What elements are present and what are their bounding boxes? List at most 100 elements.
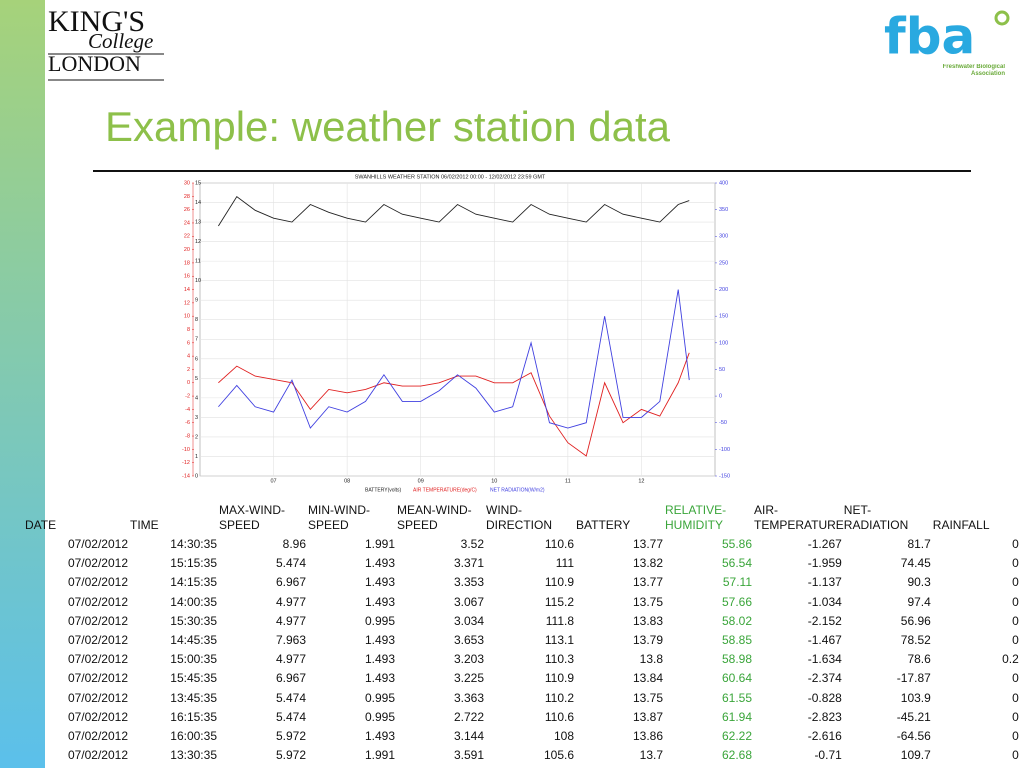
table-cell: 1.493 [364, 728, 395, 743]
column-header: MIN-WIND-SPEED [308, 503, 370, 532]
x-tick-label: 11 [565, 478, 571, 484]
table-cell: 14:00:35 [170, 594, 217, 609]
table-row: 07/02/2012 16:00:35 5.972 1.493 3.144 108 13.8… [25, 727, 1021, 746]
table-cell: 0 [1012, 613, 1019, 628]
table-cell: 07/02/2012 [67, 575, 128, 590]
table-cell: 14:15:35 [170, 575, 217, 590]
y-tick-label: 9 [195, 298, 198, 304]
table-cell: 110.9 [544, 575, 574, 590]
table-cell: 1.493 [364, 633, 395, 648]
table-cell: 78.52 [900, 633, 931, 648]
y2-tick-label: 350 [719, 207, 728, 213]
table-cell: 1.991 [364, 537, 395, 552]
table-cell: -0.71 [814, 748, 842, 763]
table-row: 07/02/2012 16:15:35 5.474 0.995 2.722 110.6 13… [25, 708, 1021, 727]
side-bar [0, 0, 45, 768]
y2-tick-label: 100 [719, 340, 728, 346]
table-cell: 0.995 [364, 709, 395, 724]
y3-tick-label: 0 [187, 380, 190, 386]
fba-logo: fba [884, 8, 975, 66]
table-cell: 3.144 [453, 728, 484, 743]
y3-tick-label: 30 [184, 180, 190, 186]
y-tick-label: 7 [195, 337, 198, 343]
table-cell: -2.823 [807, 709, 842, 724]
y3-tick-label: 8 [187, 327, 190, 333]
y-tick-label: 1 [195, 454, 198, 460]
table-cell: 3.653 [453, 633, 484, 648]
y-tick-label: 3 [195, 415, 198, 421]
y3-tick-label: -6 [185, 420, 190, 426]
table-cell: 1.493 [364, 594, 395, 609]
table-cell: 1.493 [364, 556, 395, 571]
legend-entry: BATTERY(volts) [365, 487, 402, 493]
table-row: 07/02/2012 14:30:35 8.96 1.991 3.52 110.6 13.7… [25, 535, 1021, 554]
table-cell: 15:45:35 [170, 671, 217, 686]
y3-tick-label: -2 [185, 394, 190, 400]
table-cell: 13:30:35 [170, 748, 217, 763]
table-cell: 110.9 [544, 671, 574, 686]
table-cell: 111.8 [545, 613, 574, 628]
table-cell: -2.152 [807, 613, 842, 628]
table-cell: 0 [1012, 728, 1019, 743]
column-header: WIND-DIRECTION [486, 503, 552, 532]
table-cell: 16:00:35 [170, 728, 217, 743]
y3-tick-label: 22 [184, 234, 190, 240]
table-cell: 7.963 [275, 633, 306, 648]
table-cell: 13.86 [632, 728, 663, 743]
table-cell: 56.96 [900, 613, 931, 628]
table-cell: 0 [1012, 748, 1019, 763]
y-tick-label: 4 [195, 395, 198, 401]
table-row: 07/02/2012 15:30:35 4.977 0.995 3.034 111.8 13… [25, 612, 1021, 631]
y3-tick-label: 2 [187, 367, 190, 373]
table-cell: 13.77 [632, 575, 663, 590]
column-header: DATE [25, 518, 57, 532]
table-cell: 115.2 [544, 594, 574, 609]
legend-entry: AIR TEMPERATURE(deg/C) [413, 487, 477, 493]
table-cell: 74.45 [900, 556, 931, 571]
table-cell: -1.467 [807, 633, 842, 648]
fba-subtitle-box: Freshwater Biological Association [943, 64, 1005, 77]
y3-tick-label: 16 [184, 274, 190, 280]
column-header: RAINFALL [932, 518, 990, 532]
y3-tick-label: -4 [185, 407, 190, 413]
table-cell: 16:15:35 [170, 709, 217, 724]
chart-title: SWANHILLS WEATHER STATION 06/02/2012 00:… [355, 174, 546, 180]
table-cell: 0 [1012, 575, 1019, 590]
y3-tick-label: 14 [184, 287, 190, 293]
table-cell: 14:30:35 [170, 537, 217, 552]
column-header: MEAN-WIND-SPEED [397, 503, 472, 532]
table-cell: 07/02/2012 [67, 671, 128, 686]
table-cell: 1.493 [364, 671, 395, 686]
table-cell: 0 [1012, 633, 1019, 648]
column-header: TIME [130, 518, 159, 532]
y-tick-label: 6 [195, 356, 198, 362]
table-cell: 07/02/2012 [67, 537, 128, 552]
y2-tick-label: 50 [719, 367, 725, 373]
table-cell: 3.203 [453, 652, 484, 667]
table-cell: 07/02/2012 [67, 748, 128, 763]
table-cell: 56.54 [721, 556, 752, 571]
table-cell: 13.83 [632, 613, 663, 628]
table-cell: -17.87 [896, 671, 931, 686]
table-cell: 108 [553, 728, 574, 743]
table-cell: 105.6 [543, 748, 574, 763]
table-cell: -2.374 [807, 671, 842, 686]
table-cell: 0.995 [364, 613, 395, 628]
table-cell: 3.225 [453, 671, 484, 686]
table-cell: 15:00:35 [170, 652, 217, 667]
table-cell: 0 [1012, 537, 1019, 552]
header-row: DATE TIME MAX-WIND-SPEED MIN-WIND-SPEED MEAN… [25, 500, 1021, 535]
table-cell: 57.66 [721, 594, 752, 609]
y3-tick-label: -14 [182, 473, 190, 479]
column-header: MAX-WIND-SPEED [219, 503, 285, 532]
table-cell: 62.22 [721, 728, 752, 743]
y-tick-label: 12 [195, 239, 201, 245]
table-cell: 13.8 [639, 652, 663, 667]
table-cell: 07/02/2012 [67, 709, 128, 724]
table-cell: -1.137 [807, 575, 842, 590]
y2-tick-label: 200 [719, 287, 728, 293]
y2-tick-label: -50 [719, 420, 727, 426]
table-cell: 61.55 [721, 690, 752, 705]
table-cell: 4.977 [275, 652, 306, 667]
